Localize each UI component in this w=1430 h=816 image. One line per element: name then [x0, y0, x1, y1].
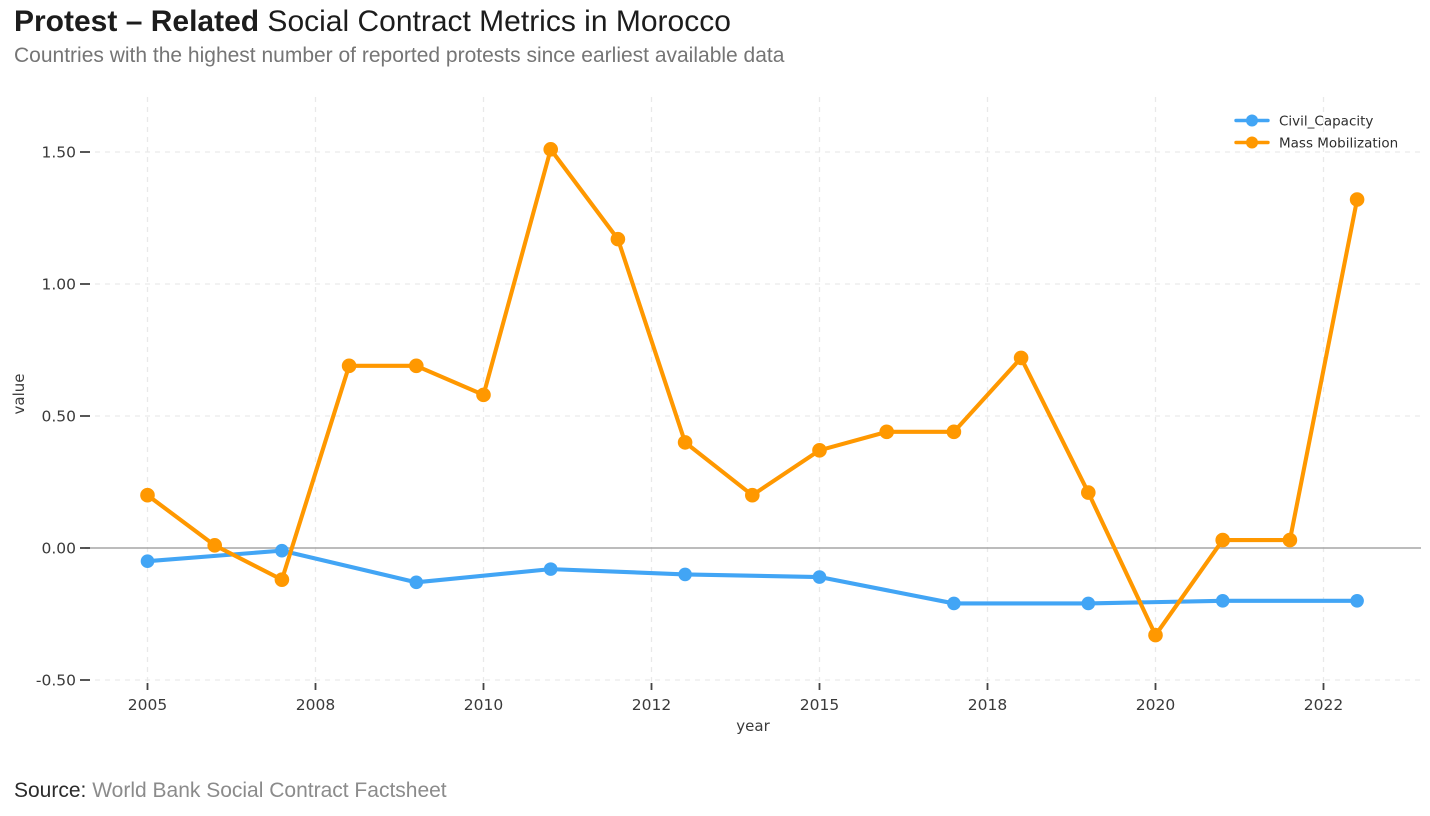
y-tick-label: -0.50 — [36, 672, 76, 690]
y-tick-label: 1.00 — [41, 276, 76, 294]
data-point-civil-capacity — [543, 562, 558, 576]
data-point-mass-mobilization — [140, 487, 155, 503]
data-point-civil-capacity — [275, 543, 289, 558]
data-point-mass-mobilization — [879, 424, 894, 440]
x-tick-label: 2015 — [800, 696, 839, 714]
legend-label: Mass Mobilization — [1279, 135, 1398, 151]
data-point-mass-mobilization — [476, 387, 491, 403]
data-point-mass-mobilization — [1215, 532, 1230, 548]
data-point-civil-capacity — [1350, 594, 1364, 608]
legend-swatch-dot — [1246, 136, 1258, 149]
data-point-mass-mobilization — [409, 358, 424, 374]
x-tick-label: 2012 — [632, 696, 671, 714]
data-point-mass-mobilization — [946, 424, 962, 440]
data-point-mass-mobilization — [677, 435, 693, 450]
data-point-mass-mobilization — [610, 231, 626, 247]
chart-subtitle: Countries with the highest number of rep… — [14, 44, 785, 67]
data-point-civil-capacity — [1081, 596, 1096, 611]
page-title: Protest – Related Social Contract Metric… — [14, 4, 784, 40]
legend-swatch-dot — [1246, 114, 1258, 127]
title-emphasis: Protest – Related — [14, 5, 260, 38]
source-text: World Bank Social Contract Factsheet — [86, 779, 447, 802]
legend-label: Civil_Capacity — [1279, 113, 1373, 129]
chart-header: Protest – Related Social Contract Metric… — [14, 4, 784, 69]
data-point-civil-capacity — [409, 575, 424, 590]
data-point-civil-capacity — [812, 570, 827, 584]
x-tick-label: 2018 — [968, 696, 1007, 714]
data-point-mass-mobilization — [1148, 627, 1163, 643]
data-point-civil-capacity — [678, 567, 692, 582]
line-chart: 1.50 1.00 0.50 0.00 -0.50 2005 2008 2010 2012 201… — [10, 97, 1421, 735]
data-point-mass-mobilization — [543, 142, 558, 157]
x-tick-label: 2008 — [296, 696, 335, 714]
y-tick-label: 0.50 — [41, 408, 76, 426]
data-point-civil-capacity — [140, 554, 155, 568]
title-rest: Social Contract Metrics in Morocco — [259, 5, 731, 38]
source-label: Source: — [14, 779, 87, 802]
data-point-mass-mobilization — [1349, 192, 1365, 207]
data-point-mass-mobilization — [812, 443, 827, 458]
x-axis-title: year — [736, 717, 770, 735]
data-point-mass-mobilization — [1013, 350, 1029, 366]
y-tick-label: 0.00 — [41, 540, 76, 558]
y-tick-label: 1.50 — [41, 144, 76, 162]
y-axis-title: value — [10, 374, 28, 415]
data-point-mass-mobilization — [341, 358, 357, 374]
series-line-civil-capacity — [145, 548, 1360, 606]
data-point-mass-mobilization — [1081, 485, 1096, 500]
x-tick-label: 2010 — [464, 696, 503, 714]
data-point-mass-mobilization — [274, 572, 290, 587]
x-tick-label: 2022 — [1304, 696, 1343, 714]
data-point-mass-mobilization — [745, 487, 760, 503]
x-tick-label: 2005 — [128, 696, 167, 714]
data-point-civil-capacity — [947, 596, 961, 611]
data-point-civil-capacity — [1215, 594, 1230, 608]
source-line: Source: World Bank Social Contract Facts… — [14, 779, 447, 803]
data-point-mass-mobilization — [1282, 532, 1298, 548]
data-point-mass-mobilization — [207, 538, 222, 553]
x-tick-label: 2020 — [1136, 696, 1175, 714]
